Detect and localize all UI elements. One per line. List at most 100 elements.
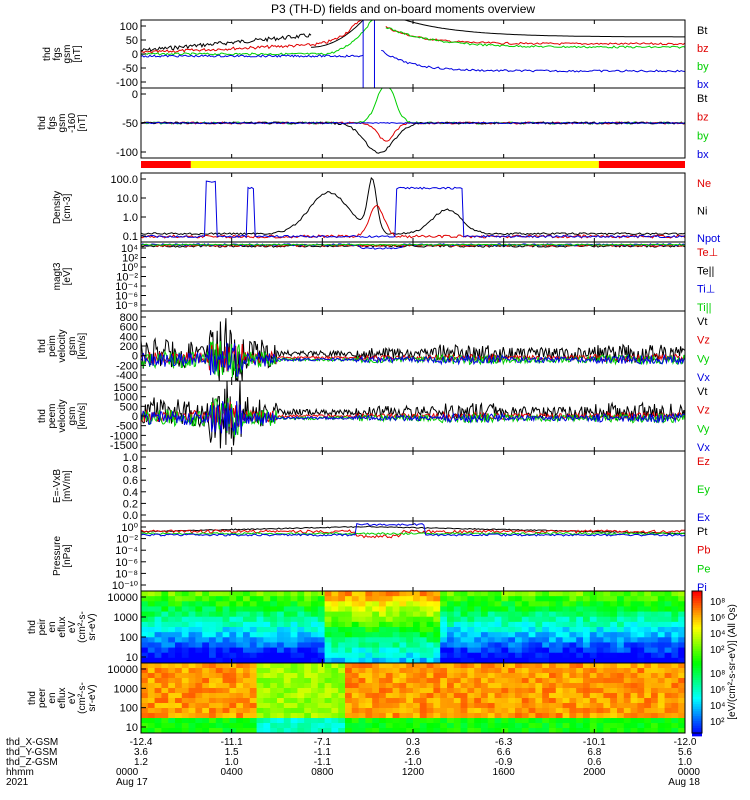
heatmap-cell xyxy=(147,668,156,674)
heatmap-cell xyxy=(181,627,190,633)
heatmap-cell xyxy=(413,713,421,719)
mode-bar-segment xyxy=(190,161,599,168)
heatmap-cell xyxy=(515,647,523,654)
heatmap-cell xyxy=(664,642,672,649)
heatmap-cell xyxy=(345,627,353,633)
heatmap-cell xyxy=(528,652,536,659)
heatmap-cell xyxy=(168,718,176,724)
heatmap-cell xyxy=(474,616,482,623)
colorbar-segment xyxy=(692,648,702,653)
heatmap-cell xyxy=(168,678,176,684)
heatmap-cell xyxy=(331,713,339,719)
heatmap-cell xyxy=(270,606,278,613)
heatmap-cell xyxy=(311,718,319,724)
heatmap-cell xyxy=(154,703,162,709)
heatmap-cell xyxy=(419,708,428,714)
y-tick-label: 0 xyxy=(132,351,138,363)
heatmap-cell xyxy=(277,606,285,613)
heatmap-cell xyxy=(399,673,407,679)
heatmap-cell xyxy=(317,652,326,659)
heatmap-cell xyxy=(426,652,434,659)
heatmap-cell xyxy=(324,601,332,608)
colorbar-label: [eV/(cm²-s-sr-eV)] (All Qs) xyxy=(727,604,738,720)
heatmap-cell xyxy=(345,621,353,628)
heatmap-cell xyxy=(447,673,455,679)
heatmap-cell xyxy=(283,647,292,654)
heatmap-cell xyxy=(147,688,156,694)
heatmap-cell xyxy=(351,621,360,628)
heatmap-cell xyxy=(141,601,149,608)
heatmap-cell xyxy=(175,723,183,729)
y-tick-label: 1.0 xyxy=(123,212,138,224)
heatmap-cell xyxy=(317,713,326,719)
heatmap-cell xyxy=(515,601,523,608)
heatmap-cell xyxy=(154,678,162,684)
heatmap-cell xyxy=(433,606,441,613)
heatmap-cell xyxy=(460,657,468,663)
heatmap-cell xyxy=(399,663,407,669)
heatmap-cell xyxy=(324,713,332,719)
heatmap-cell xyxy=(460,621,468,628)
heatmap-cell xyxy=(515,718,523,724)
heatmap-cell xyxy=(603,673,611,679)
heatmap-cell xyxy=(290,668,298,674)
heatmap-cell xyxy=(202,668,210,674)
heatmap-cell xyxy=(501,647,509,654)
heatmap-cell xyxy=(678,652,685,659)
panel-frame xyxy=(140,450,686,522)
heatmap-cell xyxy=(392,728,400,733)
x-axis-value: -1.1 xyxy=(314,757,332,768)
heatmap-cell xyxy=(202,693,210,699)
heatmap-cell xyxy=(481,632,489,638)
heatmap-cell xyxy=(501,616,509,623)
heatmap-cell xyxy=(351,611,360,618)
heatmap-cell xyxy=(583,708,591,714)
heatmap-cell xyxy=(549,657,557,663)
heatmap-cell xyxy=(365,698,373,704)
heatmap-cell xyxy=(338,657,346,663)
heatmap-cell xyxy=(657,601,666,608)
heatmap-cell xyxy=(555,668,564,674)
heatmap-cell xyxy=(256,723,264,729)
colorbar-segment xyxy=(692,668,702,672)
heatmap-cell xyxy=(392,652,400,659)
heatmap-cell xyxy=(202,647,210,654)
y-tick-label: 10² xyxy=(122,253,138,265)
colorbar-segment xyxy=(692,629,702,633)
heatmap-cell xyxy=(324,657,332,663)
heatmap-cell xyxy=(351,698,360,704)
heatmap-cell xyxy=(338,668,346,674)
heatmap-cell xyxy=(610,703,618,709)
panel-5-data xyxy=(141,318,685,381)
heatmap-cell xyxy=(528,657,536,663)
heatmap-cell xyxy=(617,611,625,618)
heatmap-cell xyxy=(297,678,305,684)
heatmap-cell xyxy=(549,591,557,597)
x-axis-value: -11.1 xyxy=(221,737,243,748)
y-tick-label: -1000 xyxy=(110,430,138,442)
heatmap-cell xyxy=(222,688,230,694)
heatmap-cell xyxy=(447,611,455,618)
heatmap-cell xyxy=(195,688,203,694)
heatmap-cell xyxy=(555,713,564,719)
heatmap-cell xyxy=(175,606,183,613)
x-axis-row-label: 2021 xyxy=(6,777,29,788)
heatmap-cell xyxy=(542,601,550,608)
heatmap-cell xyxy=(181,678,190,684)
heatmap-cell xyxy=(644,591,652,597)
heatmap-cell xyxy=(181,637,190,644)
y-tick-label: -50 xyxy=(122,63,138,75)
heatmap-cell xyxy=(453,637,462,644)
heatmap-cell xyxy=(433,723,441,729)
heatmap-cell xyxy=(249,596,258,602)
colorbar-segment xyxy=(692,728,702,732)
heatmap-cell xyxy=(664,698,672,704)
heatmap-cell xyxy=(351,652,360,659)
heatmap-cell xyxy=(508,621,516,628)
heatmap-cell xyxy=(467,642,475,649)
heatmap-cell xyxy=(528,668,536,674)
legend-entry: Bt xyxy=(697,93,707,105)
legend-entry: Vx xyxy=(697,372,710,384)
legend-entry: Ez xyxy=(697,456,710,468)
heatmap-cell xyxy=(555,642,564,649)
